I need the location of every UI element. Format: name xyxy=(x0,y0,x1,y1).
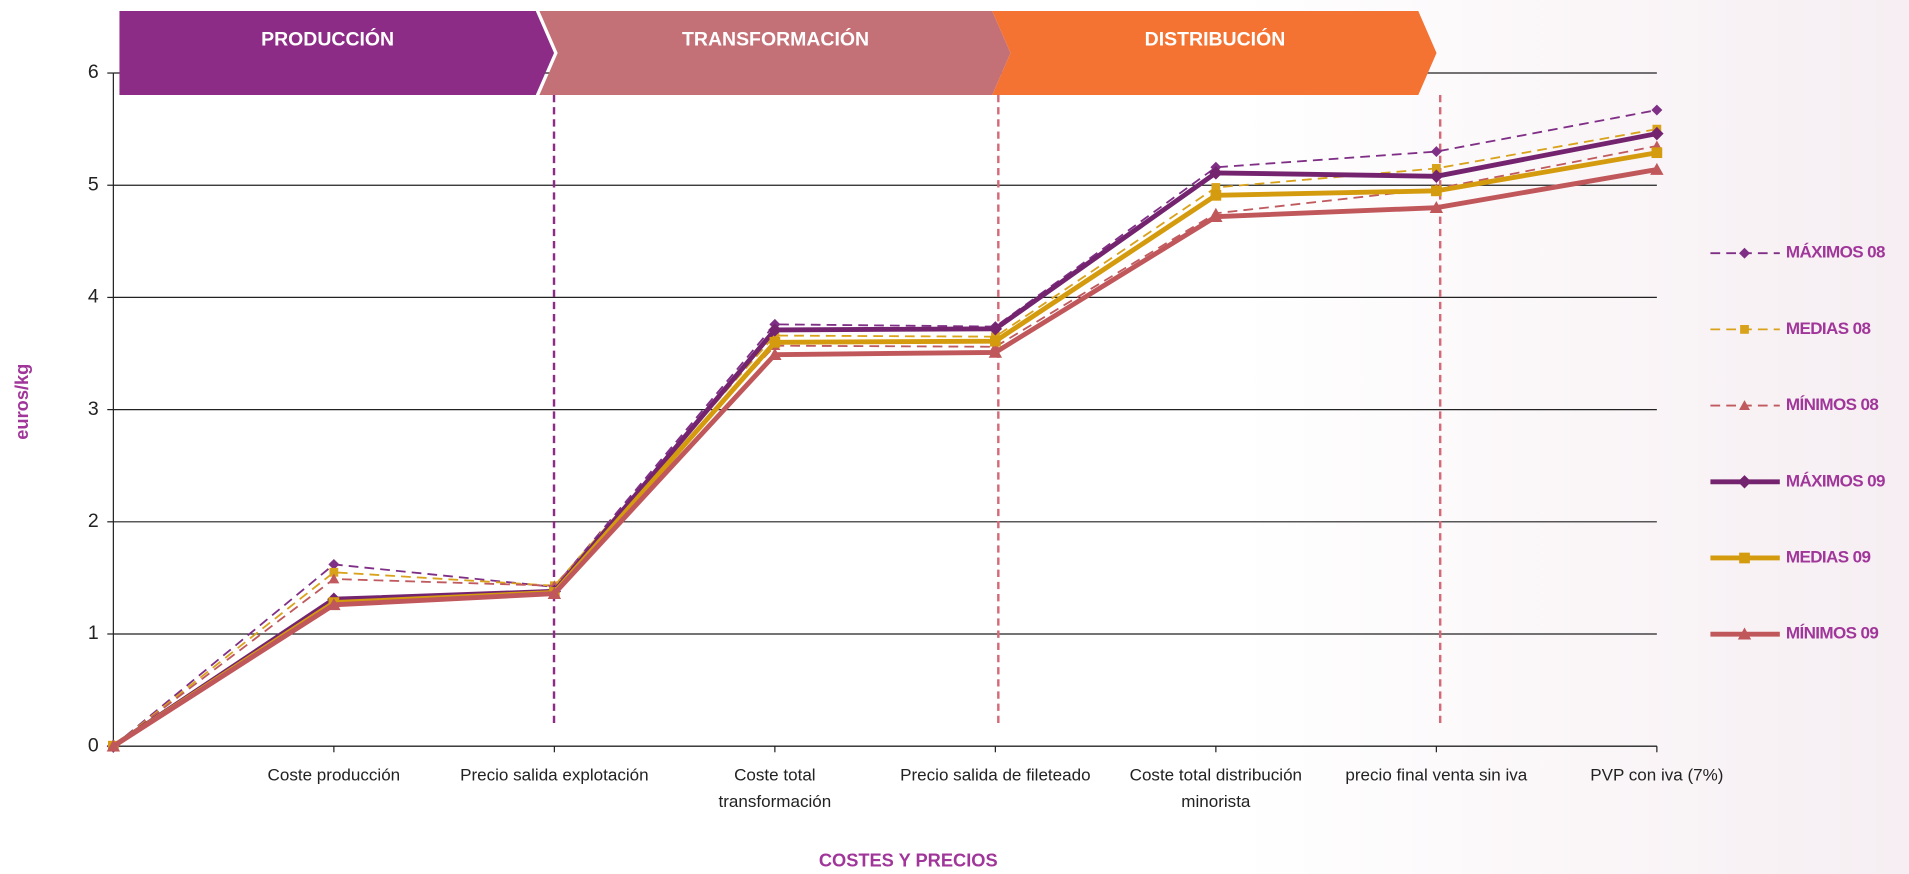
stage-label: DISTRIBUCIÓN xyxy=(1145,26,1286,50)
stage-banner xyxy=(119,10,555,95)
y-tick-label: 5 xyxy=(88,173,99,195)
legend-label: MÍNIMOS 09 xyxy=(1786,624,1878,643)
legend-label: MEDIAS 08 xyxy=(1786,319,1871,338)
y-tick-label: 2 xyxy=(88,510,99,532)
point xyxy=(1429,200,1444,214)
point xyxy=(328,558,340,570)
x-tick-label: Coste total transformación xyxy=(718,764,832,811)
x-tick-label-box: Coste total distribución minorista xyxy=(1129,764,1303,811)
point xyxy=(769,336,781,348)
point xyxy=(1211,183,1221,192)
point xyxy=(1651,104,1663,116)
x-tick-label-box: precio final venta sin iva xyxy=(1345,764,1528,784)
legend-label: MÁXIMOS 09 xyxy=(1786,471,1885,490)
point xyxy=(106,739,121,752)
point xyxy=(328,573,340,584)
point xyxy=(1651,147,1663,159)
x-axis-title: COSTES Y PRECIOS xyxy=(819,850,998,871)
y-tick-label: 4 xyxy=(88,286,99,308)
point xyxy=(1431,185,1442,197)
series-line xyxy=(112,131,1658,749)
stage-label: PRODUCCIÓN xyxy=(261,26,394,50)
point xyxy=(1431,164,1441,173)
point xyxy=(990,335,1001,347)
x-tick-label-box: Coste producción xyxy=(267,764,401,784)
y-tick-label: 1 xyxy=(88,622,99,644)
stage-label: TRANSFORMACIÓN xyxy=(682,26,869,50)
point xyxy=(327,598,341,611)
y-tick-label: 0 xyxy=(88,734,99,756)
point xyxy=(547,586,562,599)
point xyxy=(1210,189,1222,201)
legend-marker xyxy=(1739,552,1750,564)
point xyxy=(1650,162,1664,175)
point xyxy=(1430,146,1442,158)
x-tick-label-box: Precio salida de fileteado xyxy=(900,764,1091,784)
legend-label: MÍNIMOS 08 xyxy=(1786,395,1878,414)
stage-banner xyxy=(539,10,1011,95)
x-tick-label: Precio salida de fileteado xyxy=(900,764,1091,784)
x-tick-label-box: Coste total transformación xyxy=(718,764,832,811)
series-line xyxy=(112,109,1658,747)
x-tick-label: Coste producción xyxy=(267,764,401,784)
legend-marker xyxy=(1740,325,1749,334)
series-line xyxy=(112,128,1658,747)
series-line xyxy=(112,167,1658,749)
point xyxy=(1429,169,1444,183)
point xyxy=(329,567,339,577)
x-tick-label: Precio salida explotación xyxy=(460,764,649,784)
x-tick-label: PVP con iva (7%) xyxy=(1590,764,1724,784)
legend-marker xyxy=(1737,627,1752,640)
y-tick-label: 3 xyxy=(88,398,99,420)
point xyxy=(988,345,1003,358)
stage-banner xyxy=(992,10,1437,95)
x-tick-label-box: PVP con iva (7%) xyxy=(1590,764,1724,784)
point xyxy=(1209,209,1223,222)
y-tick-label: 6 xyxy=(88,61,99,83)
point xyxy=(768,347,782,360)
x-tick-label-box: Precio salida explotación xyxy=(460,764,649,784)
x-tick-label: Coste total distribución minorista xyxy=(1129,764,1303,811)
legend-marker xyxy=(1739,247,1750,259)
y-axis-title: euros/kg xyxy=(11,364,32,440)
x-tick-label: precio final venta sin iva xyxy=(1345,764,1528,784)
legend-marker xyxy=(1739,400,1750,410)
legend-marker xyxy=(1737,475,1752,489)
legend-label: MÁXIMOS 08 xyxy=(1786,243,1885,262)
legend-label: MEDIAS 09 xyxy=(1786,547,1871,566)
point xyxy=(1209,166,1223,180)
